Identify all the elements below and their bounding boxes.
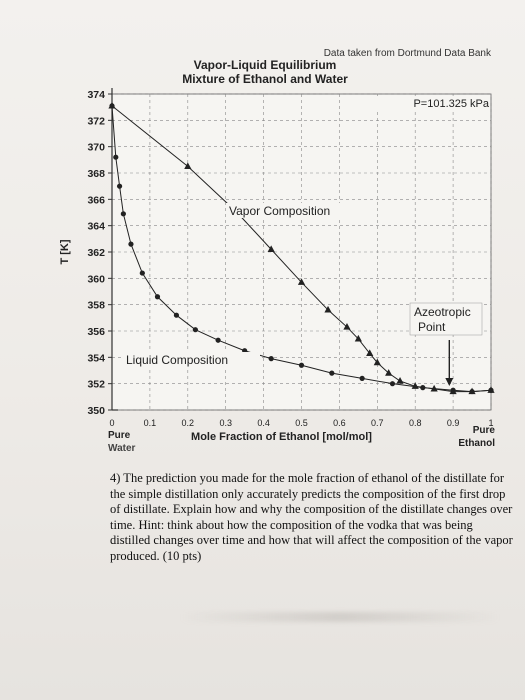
liquid-point xyxy=(329,370,335,376)
pressure-label: P=101.325 kPa xyxy=(413,98,489,110)
liquid-label-box xyxy=(122,352,260,367)
pressure-box xyxy=(372,96,489,110)
liquid-point xyxy=(420,385,426,391)
y-tick-label: 350 xyxy=(87,405,105,417)
liquid-point xyxy=(116,183,123,189)
vapor-point xyxy=(373,358,381,366)
chart-title: Vapor-Liquid Equilibrium xyxy=(193,58,337,72)
vapor-point xyxy=(354,334,362,342)
vapor-point xyxy=(184,162,192,170)
vapor-point xyxy=(297,278,306,285)
y-tick-label: 356 xyxy=(87,326,105,338)
liquid-point xyxy=(113,154,119,160)
liquid-point xyxy=(139,270,145,276)
liquid-point xyxy=(128,241,134,247)
vapor-point xyxy=(267,245,275,252)
x-tick-label: 0.7 xyxy=(371,418,384,428)
liquid-point xyxy=(298,362,305,368)
vapor-composition-label: Vapor Composition xyxy=(229,204,330,218)
x-tick-label: 0.8 xyxy=(409,418,422,428)
liquid-point xyxy=(469,388,475,395)
series-line-liquid xyxy=(111,105,492,393)
azeotrope-label-2: Point xyxy=(418,320,446,334)
vapor-point xyxy=(396,377,404,384)
vapor-point xyxy=(324,305,332,313)
question-text: 4) The prediction you made for the mole … xyxy=(110,471,513,563)
vapor-point xyxy=(385,369,393,376)
x-tick-label: 0.4 xyxy=(257,418,270,428)
azeotrope-arrow-head xyxy=(445,377,454,386)
source-note: Data taken from Dortmund Data Bank xyxy=(323,48,491,59)
y-tick-label: 366 xyxy=(87,194,105,206)
y-axis-label: T [K] xyxy=(59,239,71,264)
y-tick-label: 362 xyxy=(87,247,105,259)
y-tick-label: 354 xyxy=(87,352,105,364)
liquid-point xyxy=(173,312,180,318)
vapor-point xyxy=(366,349,374,356)
x-tick-label: 0.2 xyxy=(182,418,195,428)
y-tick-label: 360 xyxy=(87,273,105,285)
liquid-point xyxy=(120,211,126,217)
y-tick-label: 364 xyxy=(87,221,105,233)
x-axis-label: Mole Fraction of Ethanol [mol/mol] xyxy=(191,431,372,443)
liquid-composition-label: Liquid Composition xyxy=(126,353,228,367)
vle-chart: 350 352 354 356 358 360 362 364 366 368 370 372 374 0… xyxy=(59,88,496,454)
liquid-point xyxy=(192,327,198,333)
liquid-point xyxy=(154,294,161,300)
liquid-point xyxy=(109,103,115,109)
x-tick-label: 0.5 xyxy=(295,418,308,428)
vapor-point xyxy=(343,323,351,330)
x-tick-label: 1 xyxy=(488,418,493,428)
y-tick-label: 370 xyxy=(87,142,105,154)
x-tick-label: 0.1 xyxy=(144,418,157,428)
x-tick-label: 0.9 xyxy=(447,418,460,428)
x-tick-label: 0.6 xyxy=(333,418,346,428)
y-tick-label: 374 xyxy=(87,89,105,101)
pure-water-label-2: Water xyxy=(108,443,136,454)
y-tick-label: 358 xyxy=(87,300,105,312)
pure-ethanol-label-2: Ethanol xyxy=(458,438,495,449)
liquid-point xyxy=(215,337,221,343)
liquid-point xyxy=(488,387,494,393)
liquid-point xyxy=(450,387,456,393)
y-tick-label: 368 xyxy=(87,168,105,180)
y-tick-label: 352 xyxy=(87,379,105,391)
chart-subtitle: Mixture of Ethanol and Water xyxy=(182,72,348,86)
pure-water-label-1: Pure xyxy=(108,430,131,441)
liquid-point xyxy=(268,356,274,362)
chart-title-block: Vapor-Liquid Equilibrium Mixture of Etha… xyxy=(150,58,380,86)
vapor-label-box xyxy=(226,203,350,218)
x-tick-label: 0.3 xyxy=(219,418,232,428)
azeotrope-box xyxy=(409,302,483,336)
azeotrope-label-1: Azeotropic xyxy=(414,305,471,319)
liquid-point xyxy=(359,375,365,381)
pure-ethanol-label-1: Pure xyxy=(473,425,496,436)
x-tick-label: 0 xyxy=(109,418,114,428)
y-tick-label: 372 xyxy=(87,115,105,127)
liquid-point xyxy=(389,381,396,387)
blurred-bleedthrough xyxy=(180,612,500,622)
